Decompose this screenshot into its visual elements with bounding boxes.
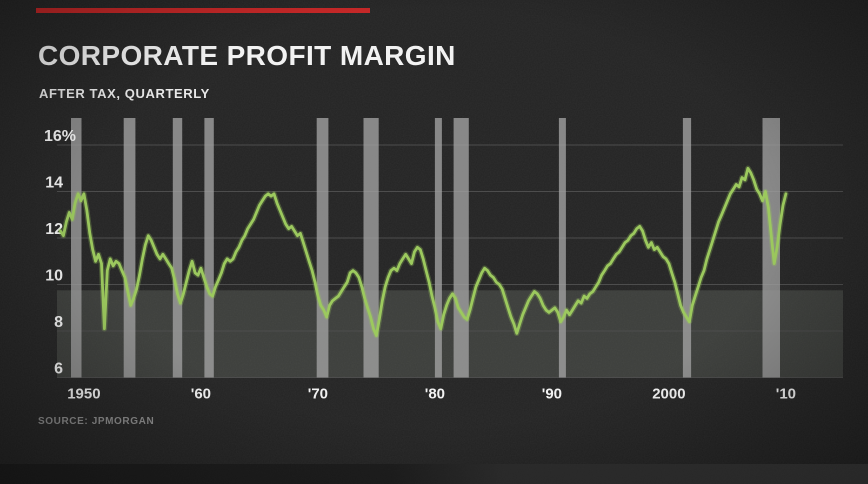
- x-tick-label: 2000: [652, 386, 685, 403]
- y-tick-label: 12: [45, 221, 63, 238]
- y-axis-labels: 16% 14 12 10 8 6: [44, 128, 76, 378]
- recession-bar: [682, 118, 692, 378]
- recession-bar: [434, 118, 442, 378]
- recession-bar: [316, 118, 329, 378]
- recession-bar: [172, 118, 183, 378]
- y-tick-label: 10: [45, 268, 63, 285]
- x-tick-label: 1950: [67, 386, 100, 403]
- low-margin-band: [57, 290, 843, 378]
- accent-bar: [36, 8, 370, 13]
- y-tick-label: 8: [54, 314, 63, 331]
- recession-bar: [123, 118, 136, 378]
- x-axis-labels: 1950 '60 '70 '80 '90 2000 '10: [67, 386, 796, 403]
- x-tick-label: '60: [191, 386, 211, 403]
- recession-bar: [204, 118, 214, 378]
- recession-bar: [453, 118, 469, 378]
- chart-title: CORPORATE PROFIT MARGIN: [38, 40, 456, 71]
- x-tick-label: '10: [776, 386, 796, 403]
- source-note: SOURCE: JPMORGAN: [38, 416, 155, 427]
- y-tick-label: 14: [45, 175, 63, 192]
- chart-subtitle: AFTER TAX, QUARTERLY: [39, 86, 210, 101]
- x-tick-label: '80: [425, 386, 445, 403]
- recession-bar: [363, 118, 379, 378]
- recession-bar: [558, 118, 566, 378]
- profit-margin-line: [59, 166, 788, 338]
- gridlines: [57, 144, 843, 378]
- y-tick-label: 16%: [44, 128, 76, 145]
- x-tick-label: '70: [308, 386, 328, 403]
- y-tick-label: 6: [54, 361, 63, 378]
- x-tick-label: '90: [542, 386, 562, 403]
- recession-bar: [71, 118, 82, 378]
- bottom-strip: [0, 464, 868, 484]
